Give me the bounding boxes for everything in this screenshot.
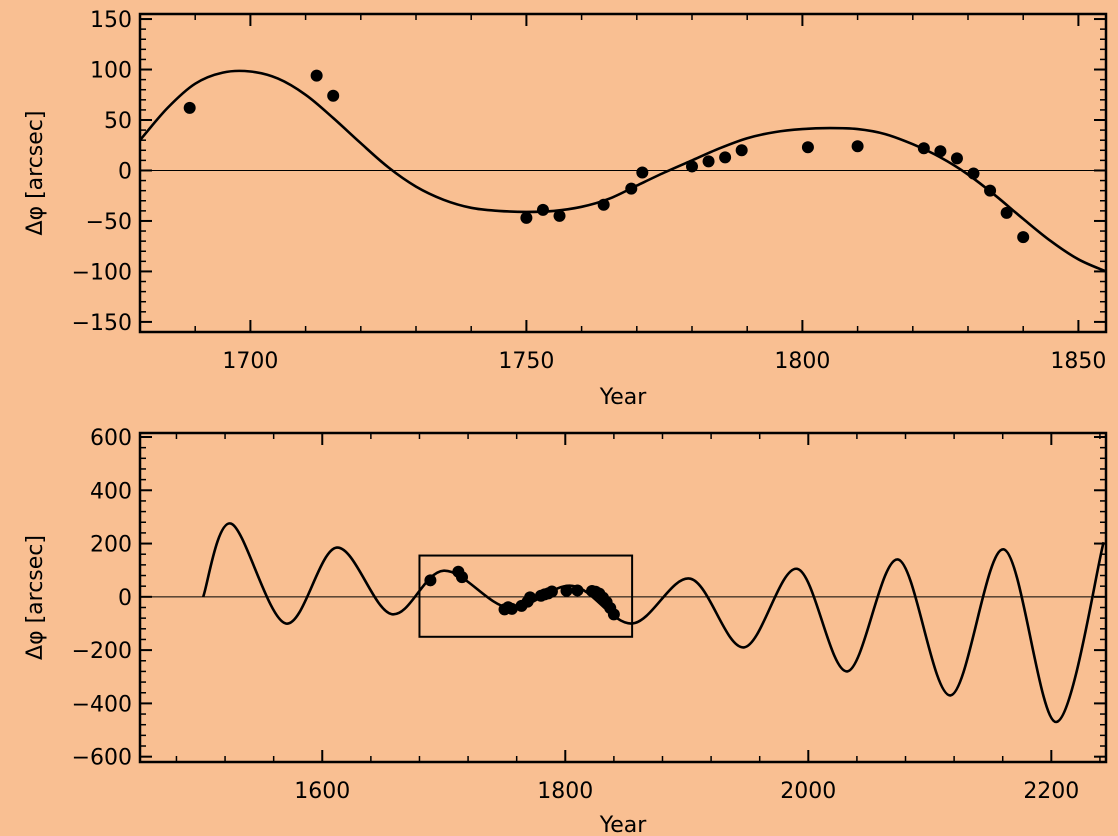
panel-top-data-point (950, 152, 963, 165)
panel-top-data-point (702, 155, 715, 168)
panel-bottom-y-axis-title: Δφ [arcsec] (23, 535, 48, 660)
panel-top-marks (140, 69, 1106, 273)
panel-bottom-data-point (545, 585, 558, 598)
y-tick-label: 50 (104, 109, 132, 134)
panel-bottom-x-axis-title: Year (599, 813, 648, 836)
panel-bottom-frame (138, 431, 1108, 764)
panel-bottom-data-point (456, 571, 468, 584)
panel-bottom-data-point (524, 591, 537, 604)
x-tick-label: 1850 (1050, 349, 1106, 374)
x-tick-label: 2200 (1023, 779, 1079, 804)
panel-top-data-point (536, 203, 549, 216)
panel-top-data-point (625, 182, 638, 195)
panel-top-frame (138, 12, 1108, 334)
panel-bottom-data-point (607, 608, 620, 621)
y-tick-label: −50 (86, 210, 132, 235)
panel-top-data-point (553, 209, 566, 222)
x-tick-label: 1700 (222, 349, 278, 374)
panel-bottom-marks (140, 522, 1106, 724)
y-tick-label: −200 (72, 639, 132, 664)
panel-top-axes: 1700 1750 1800 1850 150 100 50 0 −50 −100 −150 (72, 8, 1107, 374)
x-tick-label: 1800 (774, 349, 830, 374)
panel-bottom-data-point (571, 584, 584, 597)
x-tick-label: 2000 (780, 779, 836, 804)
y-tick-label: 600 (90, 426, 132, 451)
panel-top-data-point (719, 151, 732, 164)
panel-top-model-curve (140, 69, 1106, 273)
panel-top-data-point (310, 69, 323, 82)
panel-bottom-data-point (424, 574, 437, 587)
panel-top-data-point (934, 145, 947, 158)
panel-top-data-point (735, 144, 748, 157)
panel-top-data-point (917, 142, 930, 155)
panel-top-y-axis-title: Δφ [arcsec] (23, 111, 48, 236)
panel-top-data-point (597, 198, 610, 211)
panel-top-x-axis-title: Year (599, 385, 648, 410)
panel-top-data-point (967, 167, 980, 180)
panel-top: 1700 1750 1800 1850 150 100 50 0 −50 −100 −150 Yea… (23, 8, 1108, 410)
panel-top-data-point (1017, 231, 1030, 244)
panel-top-data-point (327, 89, 340, 102)
y-tick-label: −100 (72, 260, 132, 285)
panel-top-data-point (686, 160, 698, 173)
y-tick-label: −150 (72, 311, 132, 336)
y-tick-label: −400 (72, 692, 132, 717)
y-tick-label: −600 (72, 746, 132, 771)
panel-top-data-point (1000, 206, 1013, 219)
panel-bottom-data-point (505, 602, 518, 615)
panel-bottom-model-curve (201, 522, 1105, 724)
panel-top-data-point (984, 184, 997, 197)
panel-top-data-point (520, 211, 533, 224)
panel-top-data-point (183, 101, 196, 114)
y-tick-label: 400 (90, 479, 132, 504)
x-tick-label: 1800 (537, 779, 593, 804)
x-tick-label: 1600 (294, 779, 350, 804)
panel-top-data-point (851, 140, 864, 153)
y-tick-label: 150 (90, 8, 132, 33)
panel-bottom-data-point (560, 584, 573, 597)
y-tick-label: 0 (118, 586, 132, 611)
panel-top-data-point (801, 141, 814, 154)
panel-bottom-zoom-box (418, 554, 634, 638)
x-tick-label: 1750 (498, 349, 554, 374)
y-tick-label: 0 (118, 159, 132, 184)
y-tick-label: 200 (90, 533, 132, 558)
y-tick-label: 100 (90, 59, 132, 84)
panel-top-data-point (636, 166, 649, 179)
